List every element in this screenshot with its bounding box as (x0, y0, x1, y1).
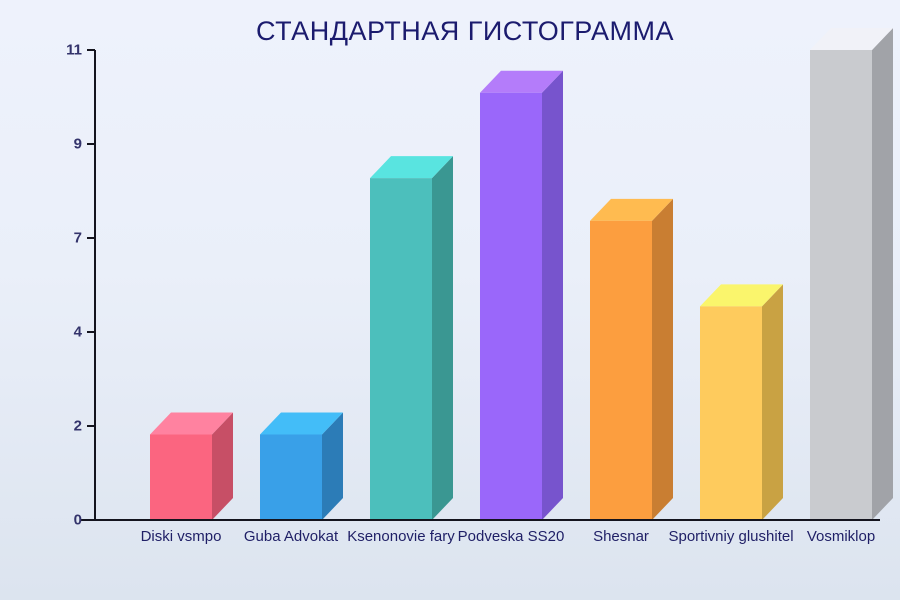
bar-4-front-face (590, 220, 652, 520)
bar-4-side-face (652, 198, 673, 520)
bar-0-top-face (150, 412, 233, 435)
y-tick-label-0: 0 (73, 511, 82, 529)
x-category-label-1: Guba Advokat (243, 528, 339, 545)
bar-6-front-face (810, 50, 872, 520)
y-tick-label-5: 11 (66, 41, 82, 59)
y-tick-label-4: 9 (73, 135, 82, 153)
x-category-label-3: Podveska SS20 (457, 528, 565, 545)
bar-6-side-face (872, 28, 893, 520)
x-category-label-4: Shesnar (593, 528, 649, 545)
x-category-label-6: Vosmiklop (806, 528, 876, 545)
x-category-label-5: Sportivniy glushitel (668, 528, 794, 545)
bar-2-top-face (370, 156, 453, 179)
x-category-label-0: Diski vsmpo (140, 528, 222, 545)
bar-4-top-face (590, 198, 673, 221)
bar-1-top-face (260, 412, 343, 435)
bar-3-side-face (542, 70, 563, 521)
bar-5-top-face (700, 284, 783, 307)
bar-2-front-face (370, 178, 432, 520)
bar-1-side-face (322, 412, 343, 520)
bar-5-side-face (762, 284, 783, 520)
bar-3-top-face (480, 70, 563, 93)
y-tick-label-1: 2 (73, 417, 82, 435)
bar-1-front-face (260, 434, 322, 520)
bar-0-front-face (150, 434, 212, 520)
bar-6-top-face (810, 28, 893, 50)
x-category-label-2: Ksenonovie fary (347, 528, 455, 545)
bar-2-side-face (432, 156, 453, 520)
y-tick-label-2: 4 (73, 323, 82, 341)
y-tick-label-3: 7 (73, 229, 82, 247)
bar-0-side-face (212, 412, 233, 520)
bar-5-front-face (700, 306, 762, 520)
bar-3-front-face (480, 92, 542, 521)
chart-title: СТАНДАРТНАЯ ГИСТОГРАММА (255, 16, 675, 46)
